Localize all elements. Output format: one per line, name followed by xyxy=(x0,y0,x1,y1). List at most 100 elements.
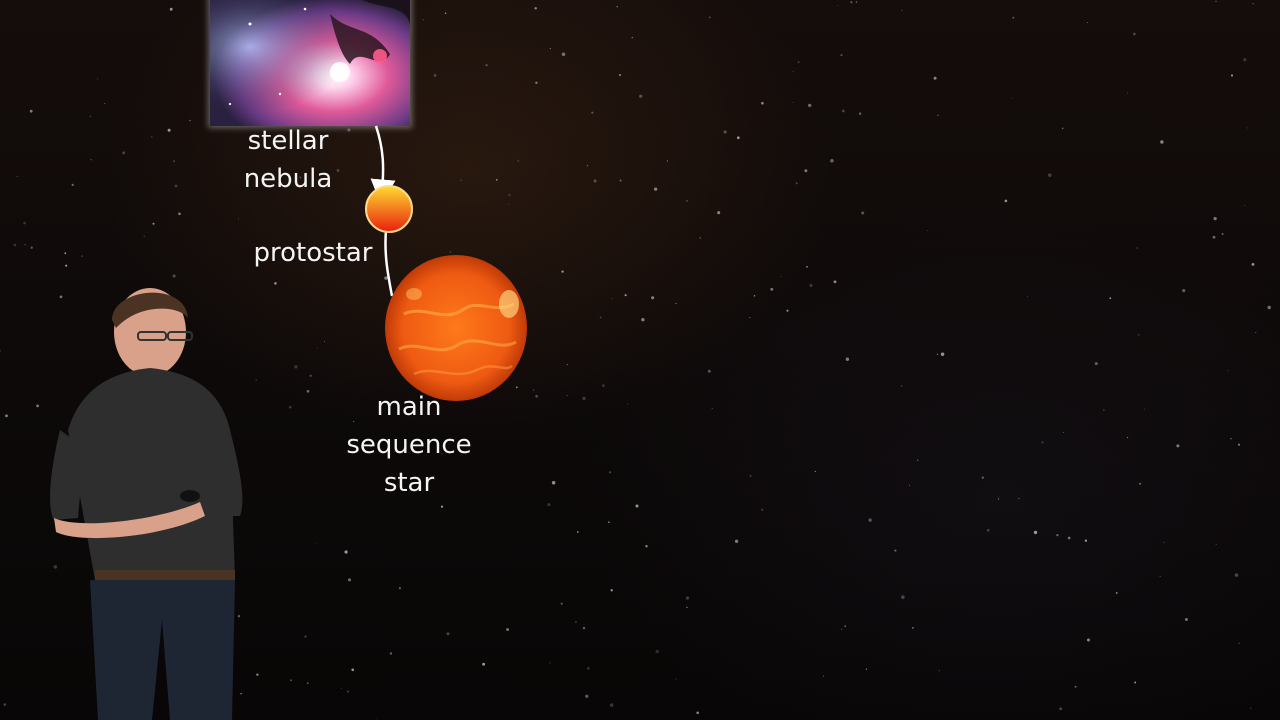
background-star xyxy=(770,287,774,291)
background-star xyxy=(96,78,99,80)
background-star xyxy=(65,264,68,267)
background-star xyxy=(608,521,610,523)
background-star xyxy=(585,694,589,698)
background-star xyxy=(274,282,277,285)
background-star xyxy=(1212,235,1216,239)
background-star xyxy=(631,36,634,39)
background-star xyxy=(336,168,340,172)
background-star xyxy=(1234,573,1239,577)
protostar-icon xyxy=(365,185,413,233)
background-star xyxy=(576,531,579,533)
label-line: nebula xyxy=(243,164,333,194)
background-star xyxy=(549,662,551,664)
background-star xyxy=(566,364,568,366)
background-star xyxy=(347,578,352,582)
background-star xyxy=(940,352,945,356)
line-protostar-to-main xyxy=(384,229,394,297)
background-star xyxy=(837,5,839,7)
background-star xyxy=(36,404,39,408)
background-star xyxy=(1160,140,1164,144)
background-star xyxy=(986,528,990,532)
background-star xyxy=(753,295,756,297)
background-star xyxy=(1012,16,1015,19)
background-star xyxy=(1255,332,1257,334)
background-star xyxy=(1048,173,1052,177)
label-line: sequence xyxy=(346,430,472,460)
background-star xyxy=(901,9,903,12)
background-star xyxy=(1215,543,1217,545)
background-star xyxy=(780,276,782,278)
background-star xyxy=(582,396,586,401)
background-star xyxy=(398,587,401,590)
background-star xyxy=(792,71,794,73)
background-star xyxy=(174,184,178,188)
background-star xyxy=(299,176,302,179)
background-star xyxy=(441,453,443,455)
background-star xyxy=(3,703,7,706)
background-star xyxy=(23,221,26,225)
background-star xyxy=(574,620,577,624)
background-star xyxy=(1252,3,1254,5)
label-main-sequence-star: main sequence star xyxy=(338,388,480,502)
background-star xyxy=(433,74,437,77)
label-line: main xyxy=(376,392,442,422)
background-star xyxy=(422,19,424,21)
background-star xyxy=(440,505,444,508)
background-star xyxy=(1041,441,1044,444)
background-star xyxy=(602,384,605,387)
background-star xyxy=(81,255,83,257)
background-star xyxy=(290,679,292,682)
background-star xyxy=(901,595,905,599)
background-star xyxy=(685,596,690,600)
background-star xyxy=(850,1,853,4)
background-star xyxy=(1102,409,1105,411)
background-star xyxy=(865,668,868,670)
background-star xyxy=(723,130,727,134)
background-star xyxy=(352,253,355,255)
background-star xyxy=(937,114,939,116)
background-star xyxy=(309,374,312,377)
background-star xyxy=(1176,444,1180,448)
background-star xyxy=(1059,707,1063,711)
label-line: protostar xyxy=(253,238,373,268)
background-star xyxy=(666,160,669,162)
background-star xyxy=(840,628,843,630)
background-star xyxy=(172,274,176,278)
background-star xyxy=(347,128,351,132)
background-star xyxy=(749,474,752,477)
background-star xyxy=(1084,539,1088,542)
background-star xyxy=(323,340,326,342)
background-star xyxy=(653,187,658,191)
background-star xyxy=(444,12,447,14)
background-star xyxy=(1246,127,1249,129)
background-star xyxy=(495,178,498,181)
background-star xyxy=(304,635,307,638)
background-star xyxy=(1221,232,1224,236)
background-star xyxy=(64,252,67,255)
background-star xyxy=(804,169,808,173)
background-star xyxy=(460,179,462,182)
background-star xyxy=(1018,498,1020,500)
background-star xyxy=(152,222,155,225)
background-star xyxy=(547,503,551,507)
background-star xyxy=(549,47,551,49)
background-star xyxy=(369,444,373,448)
background-star xyxy=(566,395,568,397)
background-star xyxy=(5,414,8,418)
background-star xyxy=(599,316,602,319)
background-star xyxy=(1182,289,1186,293)
background-star xyxy=(786,309,789,312)
background-star xyxy=(608,471,612,474)
background-star xyxy=(1251,262,1255,266)
background-star xyxy=(1215,0,1217,3)
background-star xyxy=(587,666,590,670)
background-star xyxy=(1134,681,1137,684)
background-star xyxy=(1004,199,1008,203)
background-star xyxy=(1109,297,1112,300)
background-star xyxy=(71,183,74,186)
background-star xyxy=(346,690,350,693)
background-star xyxy=(353,420,355,423)
background-star xyxy=(717,211,721,215)
background-star xyxy=(1026,296,1028,298)
